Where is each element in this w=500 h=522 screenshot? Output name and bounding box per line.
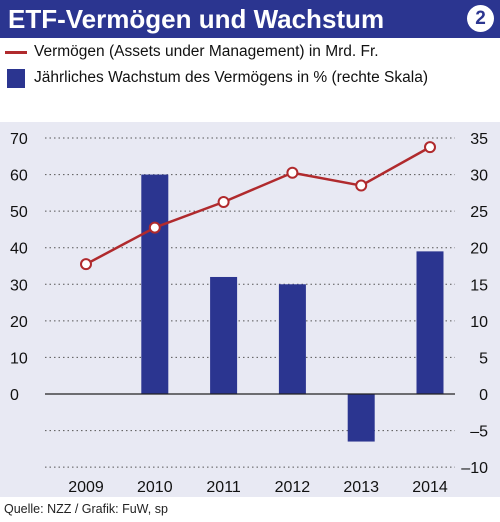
left-tick-label: 40 [10,241,28,258]
legend-item-line: Vermögen (Assets under Management) in Mr… [5,40,379,64]
left-tick-label: 50 [10,204,28,221]
left-tick-label: 70 [10,131,28,148]
chart-number-badge: 2 [467,5,494,32]
right-tick-label: 20 [470,241,488,258]
right-tick-label: 25 [470,204,488,221]
x-tick-label: 2014 [412,479,448,496]
bar-2010 [141,174,169,394]
right-tick-label: 0 [479,387,488,404]
x-tick-label: 2013 [343,479,379,496]
line-point-2014 [424,141,436,154]
legend-line-label: Vermögen (Assets under Management) in Mr… [34,43,379,60]
right-tick-label: 15 [470,277,488,294]
line-point-2011 [217,196,230,208]
x-tick-label: 2009 [68,479,104,496]
asset-line [85,146,431,266]
left-tick-label: 0 [10,387,19,404]
line-series [80,141,436,271]
left-tick-label: 20 [10,314,28,331]
line-point-2012 [286,166,299,179]
chart-title: ETF-Vermögen und Wachstum [8,4,385,34]
right-tick-label: –10 [461,460,488,477]
right-axis-ticks: 35 30 25 20 15 10 5 0 –5 –10 [461,131,488,477]
source-note: Quelle: NZZ / Grafik: FuW, sp [4,502,168,516]
chart-header: ETF-Vermögen und Wachstum 2 [0,0,500,38]
bar-2014 [416,251,444,394]
bar-2013 [347,394,375,442]
line-point-2009 [80,258,92,271]
legend-bar-swatch [7,68,25,88]
right-tick-label: 30 [470,168,488,185]
right-tick-label: 5 [479,350,488,367]
legend-bar-label: Jährliches Wachstum des Vermögens in % (… [34,69,428,86]
gridlines [45,137,455,468]
right-tick-label: 10 [470,314,488,331]
bar-2012 [278,284,306,394]
left-tick-label: 10 [10,350,28,367]
right-tick-label: –5 [470,424,488,441]
left-tick-label: 30 [10,277,28,294]
right-tick-label: 35 [470,131,488,148]
left-tick-label: 60 [10,168,28,185]
bar-series [141,174,444,442]
line-point-2010 [148,221,161,234]
line-point-2013 [355,179,368,192]
x-tick-label: 2010 [137,479,173,496]
bar-2011 [210,276,238,394]
legend-item-bar: Jährliches Wachstum des Vermögens in % (… [5,66,428,90]
x-tick-label: 2012 [275,479,311,496]
x-tick-label: 2011 [206,479,241,496]
x-axis-ticks: 2009 2010 2011 2012 2013 2014 [68,479,448,496]
left-axis-ticks: 70 60 50 40 30 20 10 0 [10,131,28,404]
legend-line-swatch [5,50,27,54]
